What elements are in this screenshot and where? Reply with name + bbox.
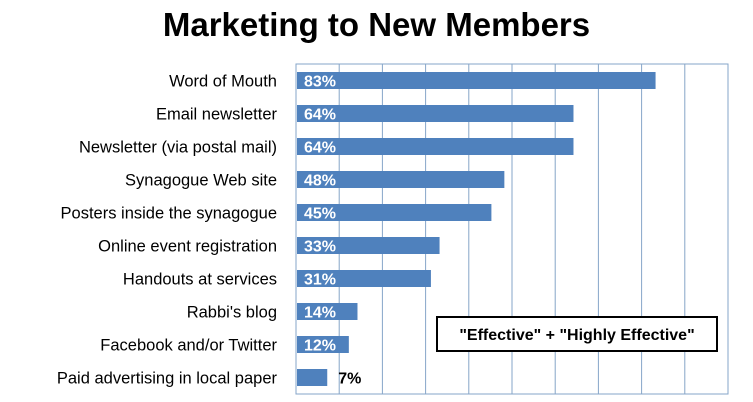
data-label: 7% — [338, 371, 361, 388]
category-label: Word of Mouth — [169, 73, 277, 91]
data-label: 31% — [304, 272, 336, 289]
data-label: 45% — [304, 206, 336, 223]
bar — [297, 336, 349, 353]
data-label: 83% — [304, 74, 336, 91]
category-label: Posters inside the synagogue — [61, 205, 277, 223]
bar — [297, 138, 574, 155]
bar — [297, 171, 505, 188]
annotation-box — [436, 316, 718, 352]
bar — [297, 270, 431, 287]
annotation-text: "Effective" + "Highly Effective" — [459, 327, 694, 344]
bar — [297, 369, 328, 386]
category-label: Rabbi's blog — [187, 304, 277, 322]
category-label: Newsletter (via postal mail) — [79, 139, 277, 157]
bar — [297, 303, 358, 320]
bar — [297, 72, 656, 89]
bar — [297, 237, 440, 254]
bar — [297, 105, 574, 122]
plot-area — [295, 63, 729, 395]
data-label: 64% — [304, 107, 336, 124]
category-label: Email newsletter — [156, 106, 278, 124]
data-label: 12% — [304, 338, 336, 355]
category-label: Paid advertising in local paper — [57, 370, 278, 388]
category-label: Facebook and/or Twitter — [100, 337, 277, 355]
category-label: Handouts at services — [123, 271, 277, 289]
chart-title: Marketing to New Members — [162, 6, 591, 43]
category-label: Online event registration — [98, 238, 277, 256]
data-label: 48% — [304, 173, 336, 190]
category-label: Synagogue Web site — [125, 172, 277, 190]
data-label: 14% — [304, 305, 336, 322]
bar — [297, 204, 492, 221]
data-label: 33% — [304, 239, 336, 256]
data-label: 64% — [304, 140, 336, 157]
